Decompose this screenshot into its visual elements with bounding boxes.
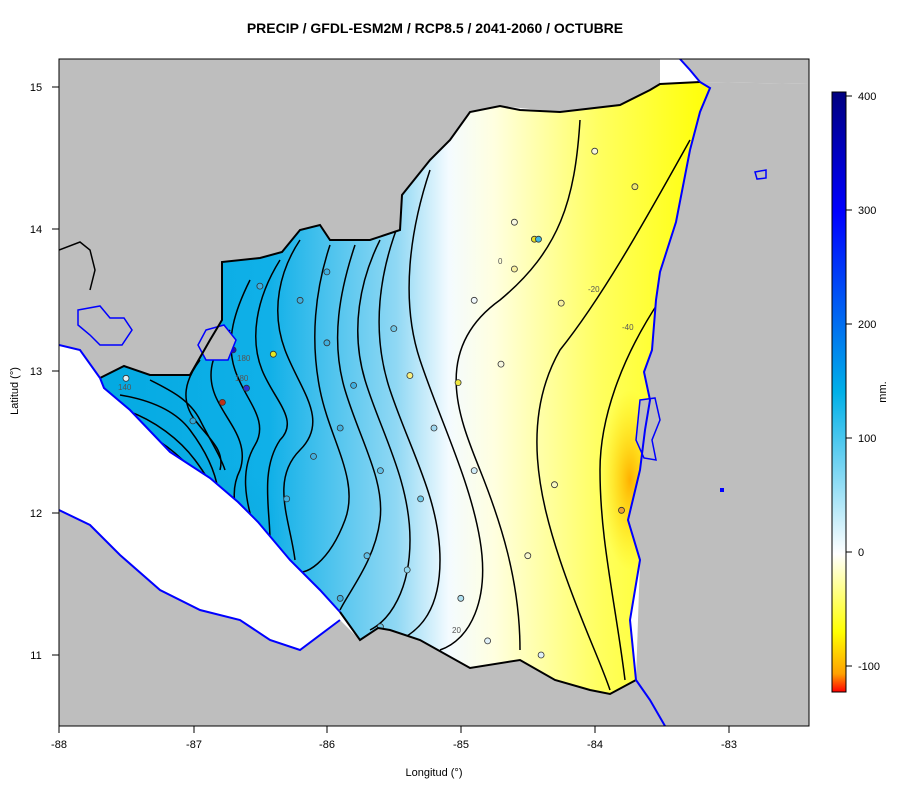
station-point bbox=[323, 339, 331, 347]
pacific-coast bbox=[99, 377, 341, 613]
honduras-border bbox=[99, 81, 701, 379]
contour-label-neg40: -40 bbox=[622, 323, 634, 332]
station-point bbox=[417, 495, 425, 503]
station-point bbox=[484, 637, 492, 645]
station-point bbox=[470, 296, 478, 304]
x-axis bbox=[58, 726, 730, 733]
y-tick-label: 12 bbox=[30, 508, 42, 520]
chart-title: PRECIP / GFDL-ESM2M / RCP8.5 / 2041-2060… bbox=[246, 20, 624, 36]
x-tick-label: -88 bbox=[51, 739, 67, 751]
station-point bbox=[406, 372, 414, 379]
colorbar bbox=[831, 91, 847, 693]
station-point bbox=[551, 481, 558, 489]
y-tick-label: 13 bbox=[30, 366, 42, 378]
colorbar-tick-label: -100 bbox=[858, 661, 880, 673]
y-tick-label: 15 bbox=[30, 82, 42, 94]
station-point bbox=[269, 350, 277, 358]
y-axis bbox=[52, 86, 59, 656]
station-point bbox=[537, 651, 545, 659]
station-point bbox=[511, 265, 518, 273]
x-tick-label: -86 bbox=[319, 739, 335, 751]
station-point bbox=[243, 384, 250, 392]
honduras-north-coast bbox=[679, 59, 701, 83]
station-point bbox=[376, 467, 384, 475]
station-point bbox=[557, 299, 565, 307]
small-island bbox=[720, 488, 724, 492]
station-point bbox=[631, 183, 639, 191]
costa-rica-coast bbox=[59, 509, 341, 652]
honduras-coast-region bbox=[680, 59, 809, 84]
x-axis-label: Longitud (°) bbox=[405, 767, 463, 779]
station-point bbox=[524, 552, 532, 560]
colorbar-tick-label: 0 bbox=[858, 547, 864, 559]
station-point bbox=[283, 495, 291, 503]
colorbar-tick-label: 400 bbox=[858, 91, 876, 103]
station-point bbox=[430, 424, 438, 432]
station-point bbox=[535, 235, 542, 243]
station-point bbox=[457, 594, 465, 602]
gulf-of-fonseca bbox=[77, 305, 133, 346]
nicoya-coast bbox=[59, 344, 101, 379]
colorbar-tick-label: 300 bbox=[858, 205, 876, 217]
x-tick-label: -87 bbox=[186, 739, 202, 751]
station-point bbox=[591, 147, 599, 155]
honduras-inner-border bbox=[59, 241, 96, 291]
station-point bbox=[454, 379, 462, 387]
eastern-land-region bbox=[628, 82, 809, 726]
station-point bbox=[218, 398, 226, 406]
station-point bbox=[497, 360, 505, 368]
costa-rica-border bbox=[339, 611, 637, 696]
station-point bbox=[470, 467, 478, 475]
x-tick-label: -84 bbox=[587, 739, 603, 751]
lake-managua bbox=[197, 324, 237, 361]
station-point bbox=[310, 452, 317, 460]
x-tick-label: -83 bbox=[721, 739, 737, 751]
colorbar-unit: mm. bbox=[877, 381, 889, 402]
honduras-region bbox=[59, 59, 660, 378]
contour-lines bbox=[119, 119, 691, 691]
costa-rica-region bbox=[59, 510, 665, 726]
station-point bbox=[350, 381, 358, 389]
contour-label-0: 0 bbox=[498, 257, 503, 266]
contour-label-neg20: -20 bbox=[588, 285, 600, 294]
station-point bbox=[189, 417, 197, 425]
station-point bbox=[256, 282, 264, 290]
contour-label-20: 20 bbox=[452, 626, 461, 635]
station-point bbox=[363, 552, 371, 560]
station-point bbox=[403, 566, 411, 574]
station-point bbox=[296, 296, 304, 304]
station-point bbox=[122, 374, 130, 382]
caribbean-coast bbox=[626, 81, 712, 726]
plot-frame bbox=[58, 58, 810, 727]
station-point bbox=[511, 218, 518, 226]
station-point bbox=[390, 325, 398, 333]
station-point bbox=[336, 424, 344, 432]
contour-label-180a: 180 bbox=[237, 354, 251, 363]
y-tick-label: 14 bbox=[30, 224, 42, 236]
pearl-lagoon bbox=[635, 397, 661, 461]
x-tick-label: -85 bbox=[453, 739, 469, 751]
map-layers: 0 -20 -40 20 180 140 180 bbox=[59, 59, 809, 726]
colorbar-ticks bbox=[846, 95, 852, 667]
contour-label-180b: 180 bbox=[235, 374, 249, 383]
colorbar-tick-label: 200 bbox=[858, 319, 876, 331]
station-point bbox=[323, 268, 331, 276]
corn-islands bbox=[754, 169, 767, 180]
y-tick-label: 11 bbox=[30, 650, 41, 662]
contour-label-140: 140 bbox=[118, 383, 132, 392]
y-axis-label: Latitud (°) bbox=[9, 367, 21, 415]
station-point bbox=[618, 506, 625, 514]
colorbar-tick-label: 100 bbox=[858, 433, 876, 445]
station-point bbox=[336, 594, 344, 602]
